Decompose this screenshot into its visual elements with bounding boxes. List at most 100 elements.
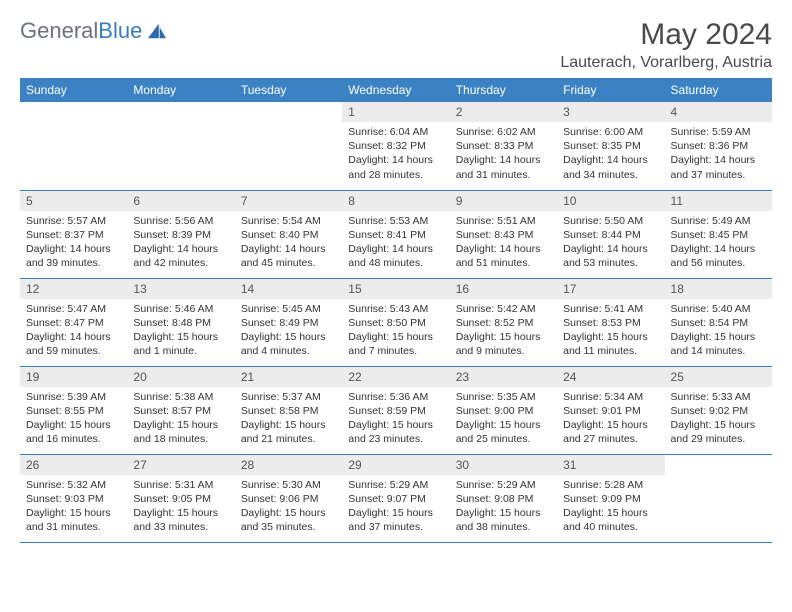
calendar-table: SundayMondayTuesdayWednesdayThursdayFrid… — [20, 78, 772, 543]
day-details: Sunrise: 5:37 AMSunset: 8:58 PMDaylight:… — [235, 387, 342, 453]
calendar-week-row: 12Sunrise: 5:47 AMSunset: 8:47 PMDayligh… — [20, 278, 772, 366]
day-details: Sunrise: 5:50 AMSunset: 8:44 PMDaylight:… — [557, 211, 664, 277]
day-details: Sunrise: 5:28 AMSunset: 9:09 PMDaylight:… — [557, 475, 664, 541]
day-number: 19 — [20, 367, 127, 387]
calendar-day-cell — [20, 102, 127, 190]
day-number: 5 — [20, 191, 127, 211]
day-details: Sunrise: 5:40 AMSunset: 8:54 PMDaylight:… — [665, 299, 772, 365]
day-number: 3 — [557, 102, 664, 122]
day-details: Sunrise: 6:02 AMSunset: 8:33 PMDaylight:… — [450, 122, 557, 188]
day-number: 13 — [127, 279, 234, 299]
day-number: 12 — [20, 279, 127, 299]
day-details: Sunrise: 5:31 AMSunset: 9:05 PMDaylight:… — [127, 475, 234, 541]
brand-logo: GeneralBlue — [20, 18, 168, 44]
calendar-week-row: 1Sunrise: 6:04 AMSunset: 8:32 PMDaylight… — [20, 102, 772, 190]
day-details: Sunrise: 6:04 AMSunset: 8:32 PMDaylight:… — [342, 122, 449, 188]
weekday-header: Monday — [127, 78, 234, 102]
calendar-day-cell: 8Sunrise: 5:53 AMSunset: 8:41 PMDaylight… — [342, 190, 449, 278]
calendar-week-row: 5Sunrise: 5:57 AMSunset: 8:37 PMDaylight… — [20, 190, 772, 278]
day-details: Sunrise: 5:29 AMSunset: 9:07 PMDaylight:… — [342, 475, 449, 541]
day-details: Sunrise: 5:53 AMSunset: 8:41 PMDaylight:… — [342, 211, 449, 277]
calendar-day-cell: 28Sunrise: 5:30 AMSunset: 9:06 PMDayligh… — [235, 454, 342, 542]
weekday-header: Thursday — [450, 78, 557, 102]
day-details: Sunrise: 5:38 AMSunset: 8:57 PMDaylight:… — [127, 387, 234, 453]
calendar-day-cell — [665, 454, 772, 542]
month-title: May 2024 — [560, 18, 772, 52]
day-details: Sunrise: 5:42 AMSunset: 8:52 PMDaylight:… — [450, 299, 557, 365]
calendar-day-cell: 30Sunrise: 5:29 AMSunset: 9:08 PMDayligh… — [450, 454, 557, 542]
calendar-day-cell: 19Sunrise: 5:39 AMSunset: 8:55 PMDayligh… — [20, 366, 127, 454]
day-number: 20 — [127, 367, 234, 387]
day-details: Sunrise: 5:34 AMSunset: 9:01 PMDaylight:… — [557, 387, 664, 453]
location-text: Lauterach, Vorarlberg, Austria — [560, 54, 772, 72]
calendar-day-cell: 13Sunrise: 5:46 AMSunset: 8:48 PMDayligh… — [127, 278, 234, 366]
calendar-day-cell: 3Sunrise: 6:00 AMSunset: 8:35 PMDaylight… — [557, 102, 664, 190]
calendar-day-cell: 9Sunrise: 5:51 AMSunset: 8:43 PMDaylight… — [450, 190, 557, 278]
day-details: Sunrise: 5:57 AMSunset: 8:37 PMDaylight:… — [20, 211, 127, 277]
day-details: Sunrise: 5:33 AMSunset: 9:02 PMDaylight:… — [665, 387, 772, 453]
day-number: 10 — [557, 191, 664, 211]
calendar-body: 1Sunrise: 6:04 AMSunset: 8:32 PMDaylight… — [20, 102, 772, 542]
weekday-header: Tuesday — [235, 78, 342, 102]
day-details: Sunrise: 5:29 AMSunset: 9:08 PMDaylight:… — [450, 475, 557, 541]
weekday-header: Friday — [557, 78, 664, 102]
day-number: 26 — [20, 455, 127, 475]
calendar-day-cell: 23Sunrise: 5:35 AMSunset: 9:00 PMDayligh… — [450, 366, 557, 454]
calendar-day-cell: 25Sunrise: 5:33 AMSunset: 9:02 PMDayligh… — [665, 366, 772, 454]
day-number: 9 — [450, 191, 557, 211]
calendar-day-cell: 10Sunrise: 5:50 AMSunset: 8:44 PMDayligh… — [557, 190, 664, 278]
day-number: 8 — [342, 191, 449, 211]
page-header: GeneralBlue May 2024 Lauterach, Vorarlbe… — [20, 18, 772, 72]
day-number: 17 — [557, 279, 664, 299]
day-details: Sunrise: 6:00 AMSunset: 8:35 PMDaylight:… — [557, 122, 664, 188]
calendar-day-cell: 20Sunrise: 5:38 AMSunset: 8:57 PMDayligh… — [127, 366, 234, 454]
day-number: 23 — [450, 367, 557, 387]
day-number: 1 — [342, 102, 449, 122]
calendar-day-cell: 7Sunrise: 5:54 AMSunset: 8:40 PMDaylight… — [235, 190, 342, 278]
day-details: Sunrise: 5:35 AMSunset: 9:00 PMDaylight:… — [450, 387, 557, 453]
day-number: 4 — [665, 102, 772, 122]
day-details: Sunrise: 5:43 AMSunset: 8:50 PMDaylight:… — [342, 299, 449, 365]
weekday-header: Saturday — [665, 78, 772, 102]
day-number: 25 — [665, 367, 772, 387]
day-number: 30 — [450, 455, 557, 475]
calendar-day-cell: 22Sunrise: 5:36 AMSunset: 8:59 PMDayligh… — [342, 366, 449, 454]
day-details: Sunrise: 5:47 AMSunset: 8:47 PMDaylight:… — [20, 299, 127, 365]
day-details: Sunrise: 5:54 AMSunset: 8:40 PMDaylight:… — [235, 211, 342, 277]
day-number: 27 — [127, 455, 234, 475]
calendar-day-cell: 11Sunrise: 5:49 AMSunset: 8:45 PMDayligh… — [665, 190, 772, 278]
day-details: Sunrise: 5:56 AMSunset: 8:39 PMDaylight:… — [127, 211, 234, 277]
brand-part2: Blue — [98, 18, 142, 43]
calendar-day-cell: 5Sunrise: 5:57 AMSunset: 8:37 PMDaylight… — [20, 190, 127, 278]
day-details: Sunrise: 5:51 AMSunset: 8:43 PMDaylight:… — [450, 211, 557, 277]
calendar-day-cell: 2Sunrise: 6:02 AMSunset: 8:33 PMDaylight… — [450, 102, 557, 190]
sail-icon — [146, 22, 168, 40]
day-number: 14 — [235, 279, 342, 299]
calendar-day-cell: 26Sunrise: 5:32 AMSunset: 9:03 PMDayligh… — [20, 454, 127, 542]
day-details: Sunrise: 5:41 AMSunset: 8:53 PMDaylight:… — [557, 299, 664, 365]
day-number: 7 — [235, 191, 342, 211]
calendar-day-cell: 18Sunrise: 5:40 AMSunset: 8:54 PMDayligh… — [665, 278, 772, 366]
day-number: 15 — [342, 279, 449, 299]
calendar-day-cell: 27Sunrise: 5:31 AMSunset: 9:05 PMDayligh… — [127, 454, 234, 542]
day-number: 28 — [235, 455, 342, 475]
day-number: 29 — [342, 455, 449, 475]
calendar-day-cell — [127, 102, 234, 190]
day-number: 11 — [665, 191, 772, 211]
calendar-day-cell — [235, 102, 342, 190]
calendar-day-cell: 1Sunrise: 6:04 AMSunset: 8:32 PMDaylight… — [342, 102, 449, 190]
calendar-day-cell: 16Sunrise: 5:42 AMSunset: 8:52 PMDayligh… — [450, 278, 557, 366]
day-details: Sunrise: 5:39 AMSunset: 8:55 PMDaylight:… — [20, 387, 127, 453]
day-number: 2 — [450, 102, 557, 122]
day-details: Sunrise: 5:30 AMSunset: 9:06 PMDaylight:… — [235, 475, 342, 541]
calendar-head: SundayMondayTuesdayWednesdayThursdayFrid… — [20, 78, 772, 102]
brand-part1: General — [20, 18, 98, 43]
day-number: 6 — [127, 191, 234, 211]
day-details: Sunrise: 5:36 AMSunset: 8:59 PMDaylight:… — [342, 387, 449, 453]
weekday-header: Sunday — [20, 78, 127, 102]
weekday-header: Wednesday — [342, 78, 449, 102]
day-number: 18 — [665, 279, 772, 299]
day-details: Sunrise: 5:46 AMSunset: 8:48 PMDaylight:… — [127, 299, 234, 365]
day-details: Sunrise: 5:45 AMSunset: 8:49 PMDaylight:… — [235, 299, 342, 365]
title-block: May 2024 Lauterach, Vorarlberg, Austria — [560, 18, 772, 72]
